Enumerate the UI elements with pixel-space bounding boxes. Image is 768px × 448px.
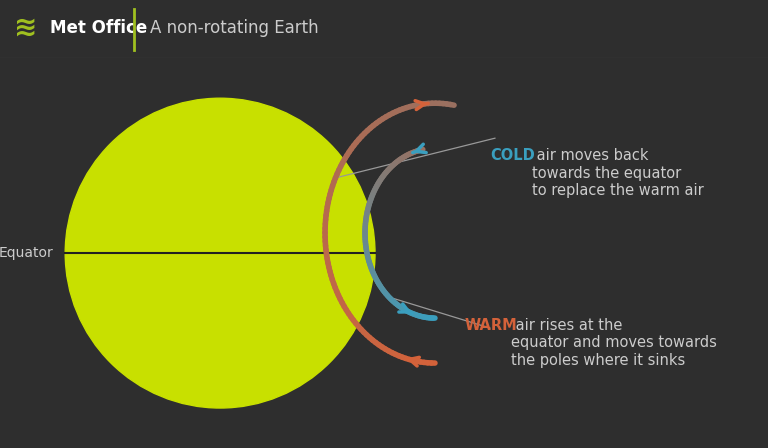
Text: WARM: WARM [465,318,518,333]
Text: Met Office: Met Office [50,19,147,37]
Text: Equator: Equator [0,246,53,260]
Circle shape [65,98,375,408]
Text: COLD: COLD [490,148,535,163]
Text: ≋: ≋ [14,14,37,42]
Text: air rises at the
equator and moves towards
the poles where it sinks: air rises at the equator and moves towar… [511,318,717,368]
Text: A non-rotating Earth: A non-rotating Earth [150,19,319,37]
Text: air moves back
towards the equator
to replace the warm air: air moves back towards the equator to re… [532,148,704,198]
